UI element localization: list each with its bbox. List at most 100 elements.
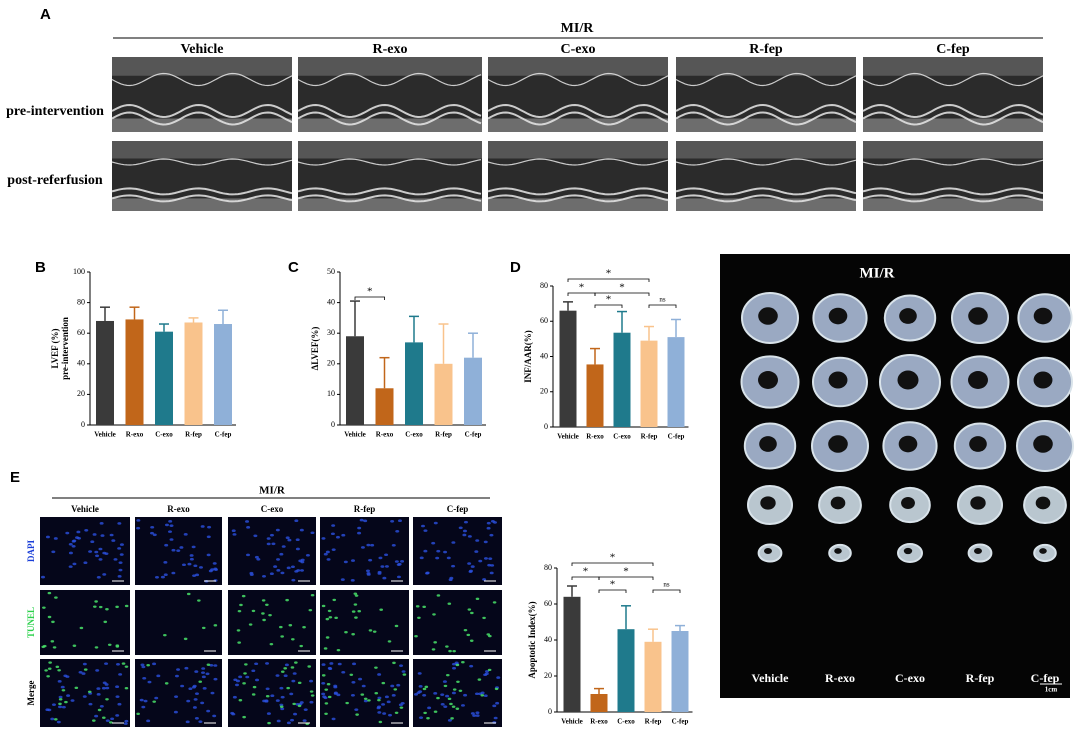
x-tick-label: C-exo — [617, 718, 635, 726]
tunel-positive — [94, 600, 98, 603]
x-tick-label: C-exo — [155, 431, 173, 439]
nucleus — [249, 573, 254, 576]
nucleus — [423, 549, 428, 553]
nucleus — [119, 553, 124, 556]
echo-trace — [675, 72, 857, 87]
echo-band — [488, 118, 668, 132]
significance-bracket — [567, 278, 650, 282]
nucleus — [368, 558, 373, 562]
nucleus — [273, 565, 278, 568]
echo-trace — [111, 103, 293, 119]
nucleus — [290, 718, 295, 722]
nucleus — [142, 676, 147, 680]
tunel-positive — [336, 648, 341, 652]
nucleus — [212, 562, 217, 565]
tunel-positive — [297, 704, 302, 708]
tunel-positive — [244, 663, 248, 666]
nucleus — [213, 567, 218, 571]
nucleus — [309, 700, 314, 704]
tunel-positive — [445, 673, 450, 677]
nucleus — [115, 695, 120, 698]
tunel-positive — [124, 687, 129, 690]
nucleus — [363, 699, 368, 703]
tunel-positive — [152, 700, 157, 703]
nucleus — [113, 558, 118, 561]
nucleus — [110, 717, 115, 721]
y-axis-label: pre-intervention — [60, 317, 70, 380]
nucleus — [187, 562, 192, 566]
tunel-positive — [241, 594, 246, 598]
nucleus — [377, 696, 382, 700]
nucleus — [41, 575, 46, 579]
nucleus — [206, 535, 211, 539]
heart-cavity — [903, 547, 913, 555]
significance-label: * — [610, 579, 616, 591]
tunel-positive — [467, 608, 472, 611]
nucleus — [483, 694, 488, 698]
nucleus — [191, 545, 196, 549]
row-label: DAPI — [26, 540, 36, 562]
nucleus — [262, 699, 267, 703]
column-label: C-fep — [936, 42, 970, 57]
nucleus — [99, 704, 104, 708]
nucleus — [436, 549, 441, 553]
nucleus — [480, 691, 485, 695]
nucleus — [299, 528, 304, 532]
tunel-positive — [463, 628, 468, 632]
tunel-positive — [436, 594, 441, 597]
nucleus — [391, 543, 396, 547]
panel-label: B — [35, 259, 46, 276]
nucleus — [483, 557, 488, 560]
significance-bracket — [652, 589, 681, 593]
nucleus — [331, 717, 336, 721]
nucleus — [391, 694, 396, 697]
column-label: R-exo — [373, 42, 408, 57]
nucleus — [390, 519, 395, 523]
nucleus — [287, 538, 292, 542]
nucleus — [294, 519, 299, 523]
nucleus — [123, 722, 128, 725]
tunel-positive — [297, 681, 302, 685]
tunel-positive — [279, 625, 283, 629]
tunel-positive — [452, 688, 457, 691]
nucleus — [351, 680, 356, 684]
nucleus — [192, 574, 197, 577]
nucleus — [51, 703, 56, 706]
nucleus — [200, 525, 205, 528]
nucleus — [115, 714, 120, 717]
echo-trace — [111, 111, 293, 126]
nucleus — [446, 556, 451, 560]
heart-cavity — [969, 436, 987, 452]
nucleus — [417, 672, 422, 675]
echo-band — [298, 198, 482, 211]
nucleus — [118, 673, 123, 676]
tunel-positive — [50, 640, 55, 643]
bar — [671, 631, 689, 712]
heart-cavity — [758, 371, 778, 389]
echo-band — [298, 141, 482, 159]
tunel-positive — [424, 685, 429, 689]
nucleus — [176, 549, 181, 552]
tunel-positive — [354, 616, 358, 619]
nucleus — [279, 686, 284, 690]
nucleus — [94, 714, 99, 718]
nucleus — [65, 675, 70, 678]
nucleus — [88, 702, 93, 706]
tunel-positive — [402, 673, 407, 676]
tunel-positive — [321, 604, 326, 608]
heart-cavity — [968, 371, 988, 389]
nucleus — [150, 531, 155, 535]
tunel-positive — [433, 710, 438, 713]
tunel-positive — [325, 617, 330, 621]
nucleus — [475, 539, 480, 542]
x-tick-label: C-exo — [613, 433, 631, 441]
nucleus — [194, 670, 199, 673]
nucleus — [289, 692, 294, 696]
tunel-positive — [475, 597, 480, 601]
nucleus — [467, 562, 472, 565]
nucleus — [388, 713, 393, 717]
nucleus — [291, 679, 296, 683]
nucleus — [168, 520, 173, 523]
nucleus — [160, 575, 165, 579]
nucleus — [139, 698, 144, 702]
